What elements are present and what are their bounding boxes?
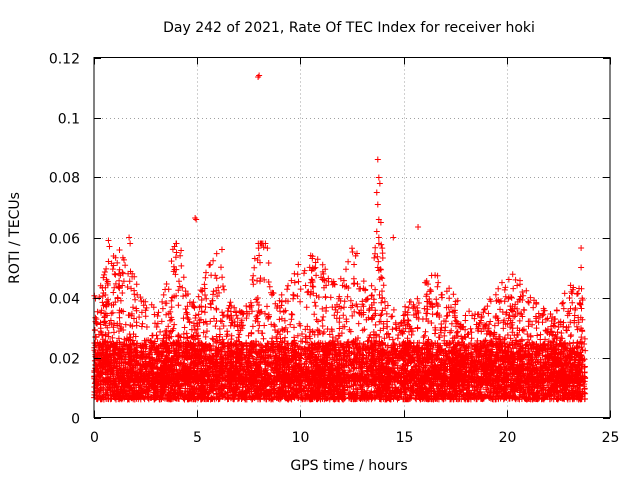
data-point	[256, 72, 263, 79]
data-point	[375, 267, 382, 274]
y-axis-label: ROTI / TECUs	[7, 192, 23, 284]
data-point	[390, 234, 397, 241]
data-point	[126, 234, 133, 241]
x-tick-label: 10	[292, 430, 310, 446]
x-tick-label: 20	[499, 430, 517, 446]
y-tick-label: 0.08	[49, 171, 80, 187]
x-axis-label: GPS time / hours	[290, 458, 407, 474]
data-point	[295, 261, 302, 268]
data-point	[106, 243, 113, 250]
data-point	[578, 245, 585, 251]
data-points	[91, 72, 589, 403]
data-point	[578, 264, 585, 271]
x-tick-label: 15	[396, 430, 414, 446]
data-point	[218, 246, 225, 253]
data-point	[374, 264, 381, 271]
scatter-point-cloud	[91, 240, 589, 403]
y-tick-label: 0.04	[49, 292, 80, 308]
data-point	[415, 224, 422, 230]
data-point	[505, 276, 512, 283]
y-tick-label: 0.1	[58, 112, 80, 128]
x-tick-label: 0	[90, 430, 99, 446]
data-point	[374, 201, 381, 208]
y-tick-label: 0	[71, 412, 80, 428]
data-point	[171, 243, 178, 250]
data-point	[351, 261, 358, 268]
data-point	[376, 180, 383, 187]
data-point	[256, 252, 263, 259]
data-point	[307, 252, 314, 259]
data-point	[192, 215, 199, 221]
data-point	[377, 219, 384, 226]
x-tick-label: 5	[193, 430, 202, 446]
data-point	[373, 189, 380, 196]
data-point	[576, 285, 583, 292]
data-point	[375, 174, 382, 181]
axis-tick-labels: 0 5 10 15 20 25 0 0.02 0.04 0.06 0.08 0.1 0.12	[49, 52, 620, 447]
plot-frame	[93, 57, 611, 418]
data-point	[127, 240, 134, 247]
data-point	[373, 228, 380, 235]
data-point	[105, 237, 112, 244]
y-tick-label: 0.12	[49, 52, 80, 68]
y-tick-label: 0.06	[49, 232, 80, 248]
data-point	[375, 234, 382, 241]
axis-ticks	[94, 57, 611, 419]
data-point	[255, 74, 262, 80]
data-point	[173, 249, 180, 256]
y-tick-label: 0.02	[49, 352, 80, 368]
data-point	[374, 156, 381, 163]
x-tick-label: 25	[602, 430, 620, 446]
data-point	[193, 216, 200, 223]
data-point	[105, 258, 112, 265]
data-point	[514, 282, 521, 289]
chart-title: Day 242 of 2021, Rate Of TEC Index for r…	[163, 20, 535, 36]
